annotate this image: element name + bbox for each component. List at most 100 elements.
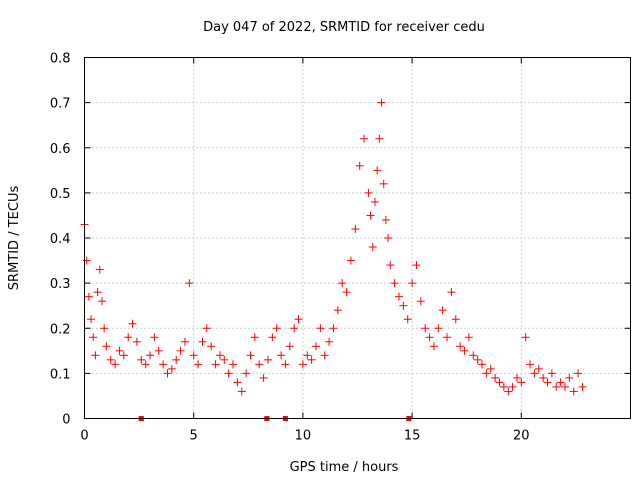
data-point: [159, 360, 168, 369]
data-point: [294, 315, 303, 324]
data-point: [394, 292, 403, 301]
data-point: [320, 351, 329, 360]
data-point: [207, 342, 216, 351]
data-point: [290, 324, 299, 333]
data-point: [246, 351, 255, 360]
data-point: [366, 211, 375, 220]
data-point: [355, 161, 364, 170]
data-point: [102, 342, 111, 351]
data-point: [242, 369, 251, 378]
gridlines: [84, 57, 631, 419]
data-point: [421, 324, 430, 333]
data-point: [477, 360, 486, 369]
data-point: [329, 324, 338, 333]
data-point: [482, 369, 491, 378]
data-point: [377, 98, 386, 107]
data-point: [167, 364, 176, 373]
data-point: [456, 342, 465, 351]
x-tick-label: 20: [513, 429, 530, 444]
data-point: [412, 261, 421, 270]
y-tick-label: 0: [62, 413, 70, 428]
data-point: [552, 382, 561, 391]
data-point: [119, 351, 128, 360]
data-point: [250, 333, 259, 342]
data-point: [346, 256, 355, 265]
data-point: [530, 369, 539, 378]
data-point: [172, 355, 181, 364]
data-point: [124, 333, 133, 342]
data-point: [517, 378, 526, 387]
y-tick-label: 0.1: [50, 367, 71, 382]
data-point: [351, 224, 360, 233]
data-point: [342, 288, 351, 297]
data-point: [259, 373, 268, 382]
data-point: [451, 315, 460, 324]
data-point: [298, 360, 307, 369]
data-point: [460, 346, 469, 355]
data-point: [560, 382, 569, 391]
data-point: [89, 333, 98, 342]
y-tick-label: 0.5: [50, 187, 71, 202]
data-point: [338, 279, 347, 288]
y-tick-label: 0.3: [50, 277, 71, 292]
plot-frame: [84, 57, 631, 419]
data-point: [233, 378, 242, 387]
data-point: [556, 378, 565, 387]
data-point: [128, 319, 137, 328]
x-tick-label: 5: [190, 429, 198, 444]
data-point: [307, 355, 316, 364]
data-point: [473, 355, 482, 364]
data-point: [229, 360, 238, 369]
data-point: [141, 360, 150, 369]
data-point: [237, 387, 246, 396]
data-point: [137, 355, 146, 364]
data-point: [176, 346, 185, 355]
data-point: [93, 288, 102, 297]
data-point: [333, 306, 342, 315]
data-point: [154, 346, 163, 355]
data-point: [386, 261, 395, 270]
y-axis-title: SRMTID / TECUs: [7, 186, 22, 291]
x-tick-label: 15: [404, 429, 421, 444]
data-point: [255, 360, 264, 369]
data-point: [150, 333, 159, 342]
data-point: [375, 134, 384, 143]
data-point: [504, 387, 513, 396]
data-point: [521, 333, 530, 342]
data-point: [198, 337, 207, 346]
y-tick-label: 0.6: [50, 142, 71, 157]
data-point: [384, 234, 393, 242]
data-point: [373, 166, 382, 175]
data-point: [464, 333, 473, 342]
data-point: [111, 360, 120, 369]
data-point: [281, 360, 290, 369]
data-point: [408, 279, 417, 288]
data-point: [574, 369, 583, 378]
data-point: [399, 301, 408, 310]
data-point: [163, 369, 172, 378]
data-point: [469, 351, 478, 360]
data-point: [115, 346, 124, 355]
data-point: [215, 351, 224, 360]
data-point: [87, 315, 96, 324]
data-point: [189, 351, 198, 360]
data-point: [495, 378, 504, 387]
data-point: [303, 351, 312, 360]
data-point: [268, 333, 277, 342]
data-point: [569, 387, 578, 396]
data-point: [547, 369, 556, 378]
data-point: [368, 243, 377, 252]
data-point: [491, 373, 500, 382]
data-point: [194, 360, 203, 369]
data-point: [185, 279, 194, 288]
data-point: [106, 355, 115, 364]
data-point: [403, 315, 412, 324]
data-point: [429, 342, 438, 351]
data-point: [100, 324, 109, 333]
data-point: [499, 382, 508, 391]
data-point: [84, 292, 93, 301]
data-point: [220, 355, 229, 364]
data-point: [360, 134, 369, 143]
